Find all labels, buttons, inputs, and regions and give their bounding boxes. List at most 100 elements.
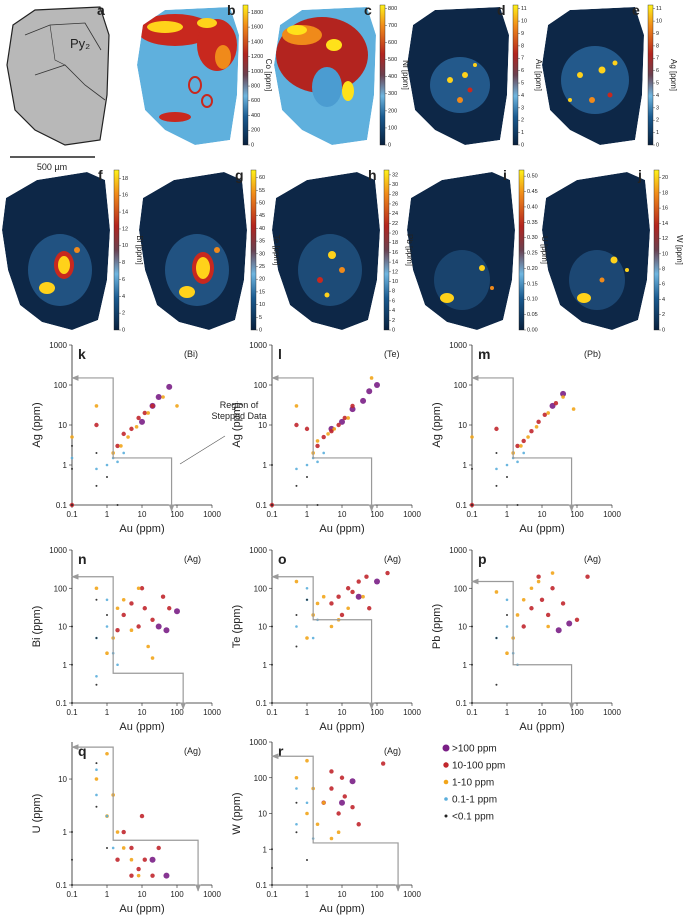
point	[115, 857, 120, 862]
point	[156, 845, 161, 851]
point	[321, 434, 326, 440]
x-tick-label: 1	[505, 510, 510, 519]
point	[516, 460, 519, 464]
colorbar-tick-label: 800	[251, 84, 260, 90]
point	[146, 411, 150, 415]
colorbar-tick-label: 0	[521, 142, 524, 148]
point	[150, 403, 155, 409]
y-tick-label: 0.1	[56, 501, 68, 510]
colorbar-label: Ag [ppm]	[669, 59, 678, 91]
y-tick-label: 0.1	[256, 699, 268, 708]
point	[315, 822, 320, 827]
point	[305, 811, 309, 816]
colorbar-tick-label: 600	[388, 40, 397, 46]
note-pointer	[179, 435, 226, 465]
colorbar-tick-label: 1800	[251, 10, 263, 16]
point	[149, 856, 156, 863]
point	[121, 431, 126, 437]
colorbar-label: W [ppm]	[675, 235, 684, 265]
point	[136, 415, 141, 421]
colorbar-tick-label: 50	[259, 200, 265, 206]
stepped-region-line	[71, 375, 175, 512]
point	[529, 606, 534, 611]
point	[529, 586, 534, 591]
point	[336, 422, 341, 428]
point	[129, 601, 134, 606]
x-tick-label: 100	[370, 890, 384, 899]
point	[295, 625, 298, 628]
point	[271, 464, 273, 466]
colorbar-tick-label: 10	[392, 279, 398, 285]
y-axis-label: Ag (ppm)	[31, 402, 43, 447]
point	[95, 674, 98, 678]
y-tick-label: 10	[258, 810, 267, 819]
y-tick-label: 100	[54, 584, 68, 593]
point	[336, 811, 341, 816]
colorbar-tick-label: 9	[521, 31, 524, 37]
point	[367, 606, 372, 611]
colorbar-tick-label: 0.40	[527, 204, 538, 210]
colorbar-tick-label: 5	[521, 81, 524, 87]
x-tick-label: 0.1	[466, 510, 478, 519]
colorbar-tick-label: 4	[656, 93, 659, 99]
colorbar-tick-label: 18	[392, 240, 398, 246]
colorbar-tick-label: 10	[259, 302, 265, 308]
colorbar-tick-label: 0.50	[527, 174, 538, 180]
x-tick-label: 10	[538, 510, 547, 519]
x-tick-label: 1	[305, 890, 310, 899]
colorbar-label: U [ppm]	[540, 236, 549, 264]
colorbar-tick-label: 0	[388, 142, 391, 148]
point	[539, 597, 545, 602]
point	[311, 636, 315, 640]
point	[71, 444, 73, 447]
x-tick-label: 100	[170, 510, 184, 519]
colorbar-tick-label: 5	[259, 315, 262, 321]
panel-letter: d	[497, 2, 506, 18]
panel-annotation: (Ag)	[584, 554, 601, 564]
point	[94, 777, 99, 781]
x-tick-label: 0.1	[66, 890, 78, 899]
point	[355, 593, 362, 600]
point	[139, 586, 145, 591]
colorbar-tick-label: 15	[259, 289, 265, 295]
point	[134, 425, 139, 429]
x-tick-label: 0.1	[266, 510, 278, 519]
colorbar-tick-label: 3	[656, 105, 659, 111]
point	[495, 451, 498, 454]
point	[121, 829, 126, 835]
point	[294, 422, 299, 428]
colorbar-tick-label: 10	[656, 19, 662, 25]
colorbar-tick-label: 12	[392, 269, 398, 275]
point	[516, 504, 519, 506]
point	[316, 504, 319, 506]
point	[495, 683, 498, 686]
point	[350, 589, 355, 595]
point	[321, 594, 326, 599]
point	[506, 613, 508, 616]
x-tick-label: 100	[570, 708, 584, 717]
point	[471, 504, 473, 506]
point	[271, 504, 273, 506]
legend-marker	[443, 762, 449, 768]
point	[105, 463, 109, 467]
point	[94, 586, 99, 591]
panel-letter: q	[78, 743, 87, 759]
x-tick-label: 0.1	[266, 890, 278, 899]
point	[494, 590, 499, 594]
panel-letter: a	[97, 2, 105, 18]
point	[566, 620, 573, 627]
point	[139, 813, 145, 819]
point	[95, 451, 98, 454]
colorbar-tick-label: 4	[662, 297, 665, 303]
point	[94, 422, 99, 428]
y-tick-label: 10	[58, 775, 67, 784]
map-h	[272, 172, 380, 330]
point	[136, 873, 141, 878]
x-tick-label: 100	[170, 890, 184, 899]
panel-annotation: (Ag)	[184, 746, 201, 756]
stepped-region-line	[271, 753, 401, 892]
x-tick-label: 1	[305, 510, 310, 519]
colorbar-tick-label: 2	[662, 312, 665, 318]
